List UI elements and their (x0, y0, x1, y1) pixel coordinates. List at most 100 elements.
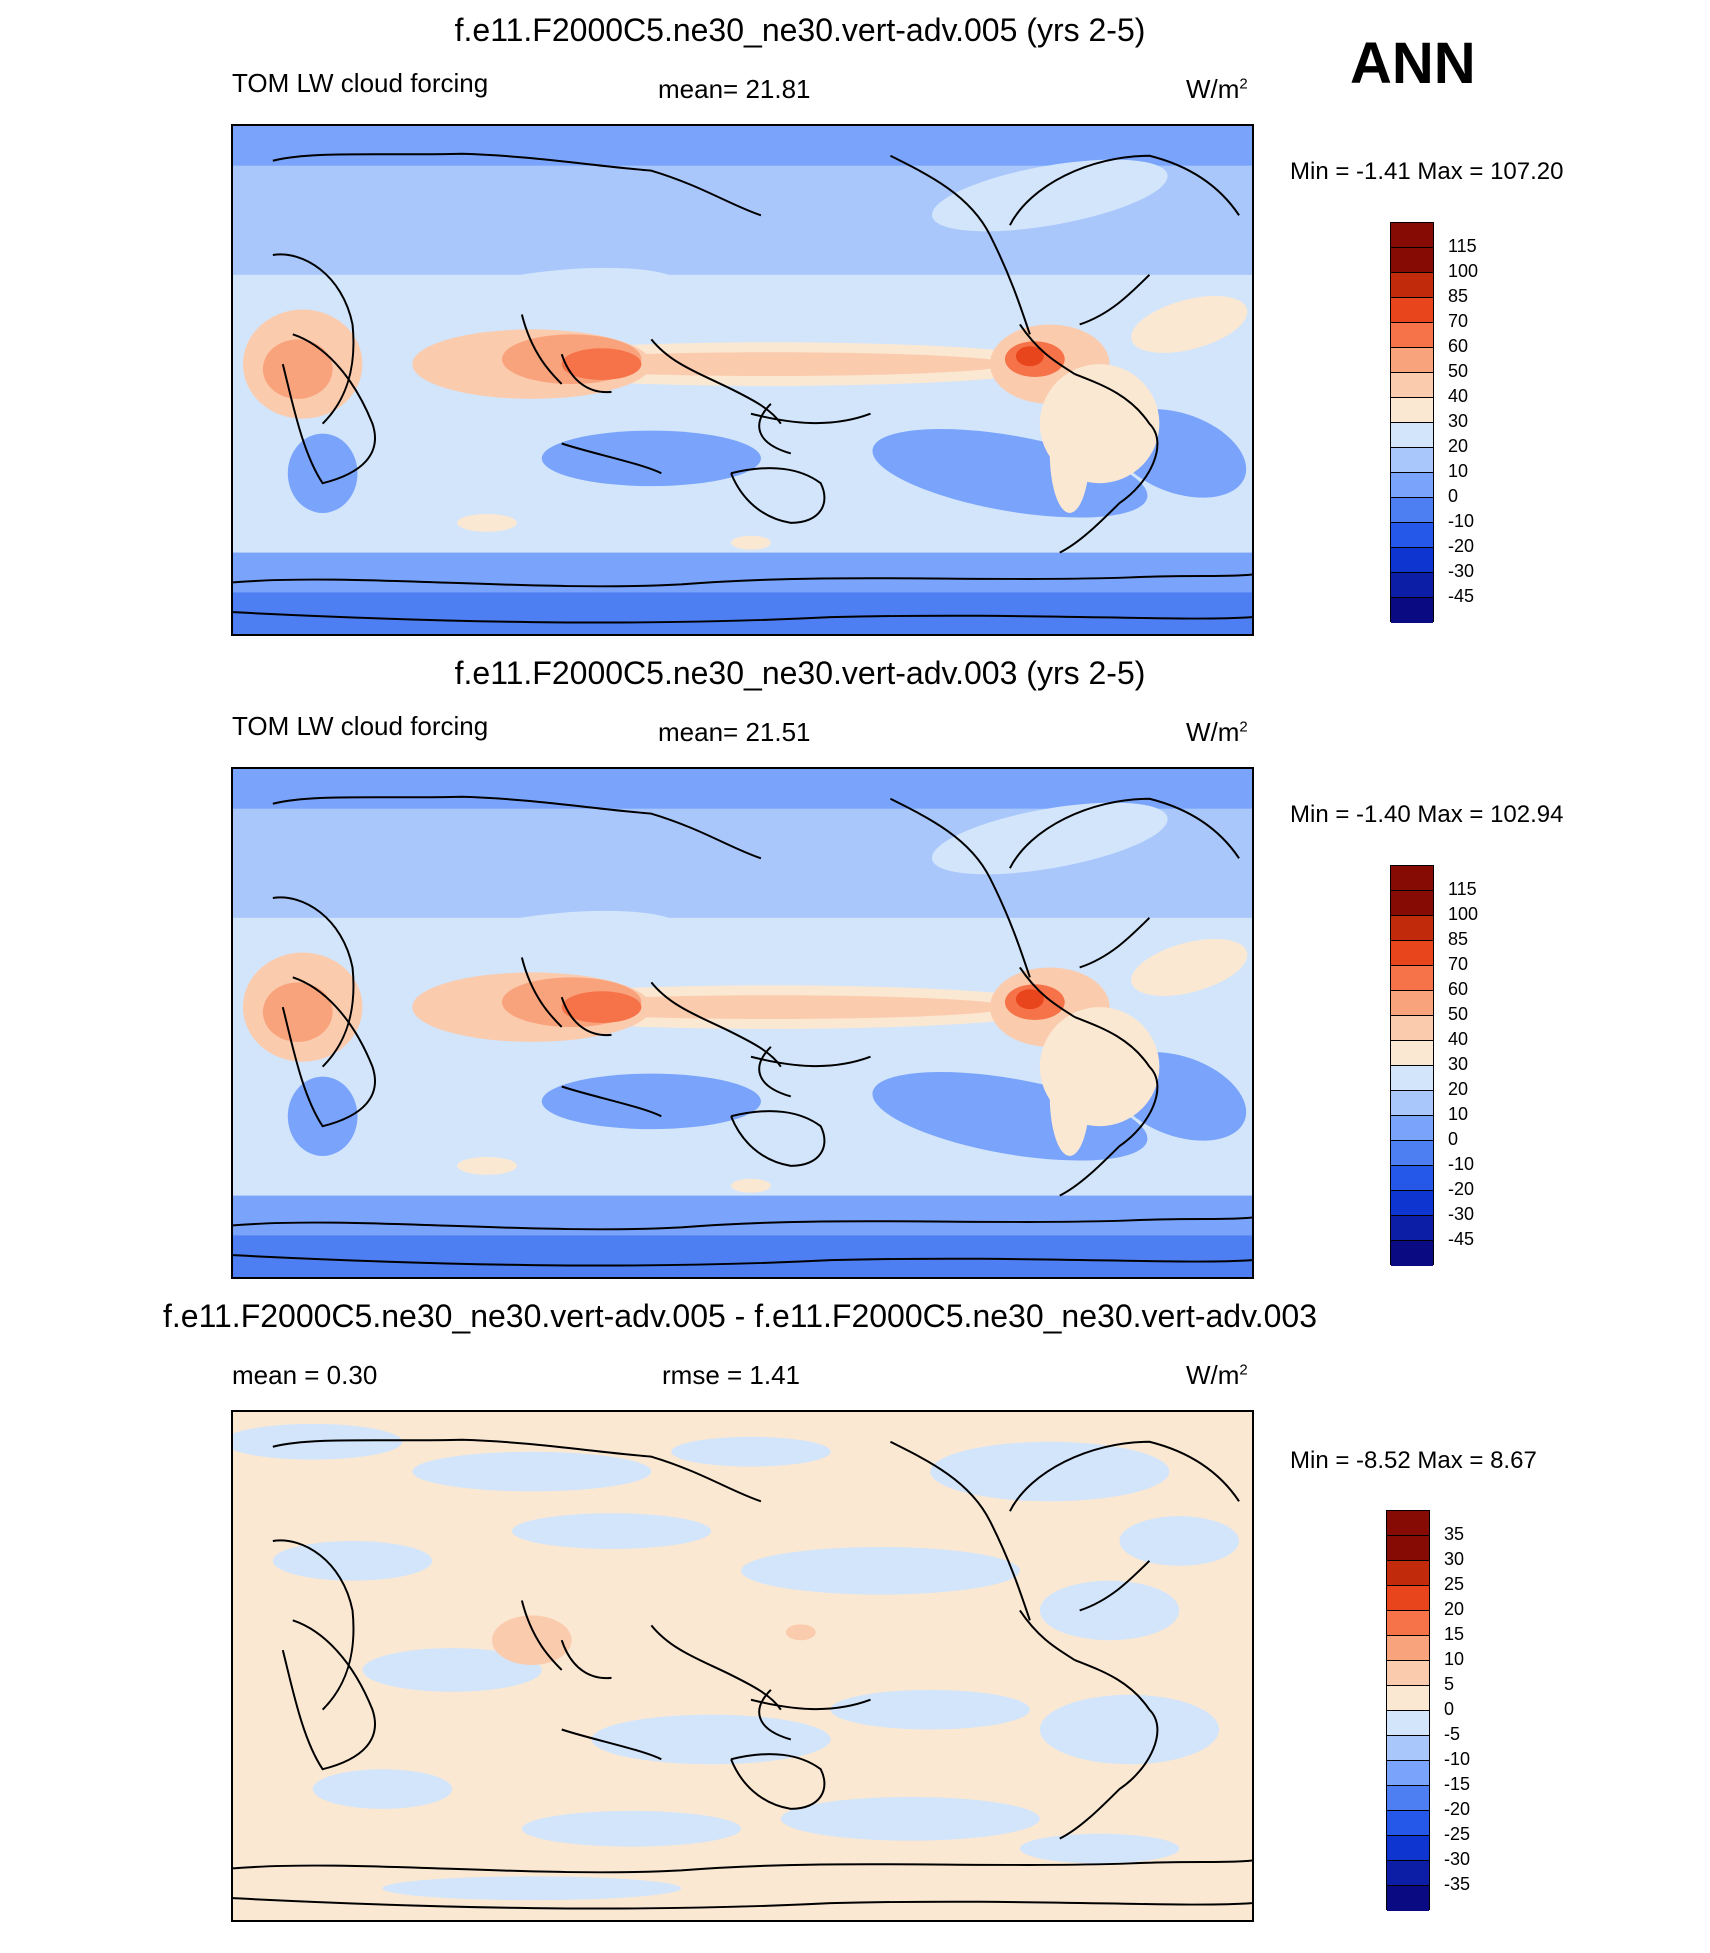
colorbar-swatch (1387, 1586, 1429, 1611)
colorbar-swatch (1391, 1041, 1433, 1066)
colorbar-tick-label: 100 (1448, 904, 1479, 924)
map-field (233, 126, 1252, 634)
colorbar-swatch (1387, 1611, 1429, 1636)
colorbar-tick-label: 35 (1444, 1524, 1465, 1544)
colorbar-tick-label: 25 (1444, 1574, 1465, 1594)
colorbar-swatch (1391, 1241, 1433, 1266)
contour-map (231, 124, 1254, 636)
colorbar-swatch (1391, 1066, 1433, 1091)
colorbar-tick-label: 40 (1448, 1029, 1469, 1049)
colorbar-swatch (1391, 1016, 1433, 1041)
colorbar-swatch (1387, 1761, 1429, 1786)
panel-title: f.e11.F2000C5.ne30_ne30.vert-adv.005 - f… (163, 1298, 1317, 1334)
colorbar-swatch (1387, 1811, 1429, 1836)
colorbar-swatch (1391, 273, 1433, 298)
colorbar-tick-label: 30 (1444, 1549, 1465, 1569)
colorbar-swatch (1391, 548, 1433, 573)
colorbar-swatch (1391, 991, 1433, 1016)
colorbar-tick-label: 0 (1444, 1699, 1455, 1719)
colorbar-swatch (1391, 298, 1433, 323)
colorbar-tick-label: -20 (1448, 1179, 1475, 1199)
colorbar-tick-label: -30 (1444, 1849, 1471, 1869)
colorbar-swatch (1391, 323, 1433, 348)
colorbar-tick-label: 20 (1448, 1079, 1469, 1099)
min-max-label: Min = -1.40 Max = 102.94 (1290, 801, 1564, 828)
colorbar-swatch (1391, 941, 1433, 966)
colorbar-swatch (1387, 1711, 1429, 1736)
colorbar-tick-label: -5 (1444, 1724, 1461, 1744)
colorbar-tick-label: -45 (1448, 1229, 1475, 1249)
colorbar-tick-label: -10 (1448, 1154, 1475, 1174)
map-field (233, 1412, 1252, 1920)
units-label: W/m2 (1186, 717, 1248, 747)
colorbar-swatch (1391, 398, 1433, 423)
colorbar-swatch (1387, 1886, 1429, 1911)
colorbar-swatch (1387, 1836, 1429, 1861)
colorbar-tick-label: 10 (1448, 461, 1469, 481)
contour-map (231, 767, 1254, 1279)
rmse-label: rmse = 1.41 (662, 1360, 801, 1390)
colorbar-swatch (1391, 1091, 1433, 1116)
colorbar-swatch (1387, 1636, 1429, 1661)
colorbar-swatch (1391, 373, 1433, 398)
min-max-label: Min = -1.41 Max = 107.20 (1290, 158, 1564, 185)
diff-mean-label: mean = 0.30 (232, 1360, 378, 1390)
colorbar-tick-label: 115 (1448, 236, 1477, 256)
colorbar-tick-label: -35 (1444, 1874, 1471, 1894)
colorbar-tick-label: -25 (1444, 1824, 1471, 1844)
colorbar-tick-label: 30 (1448, 1054, 1469, 1074)
variable-label: TOM LW cloud forcing (232, 711, 489, 741)
colorbar-tick-label: 20 (1444, 1599, 1465, 1619)
colorbar-tick-label: 15 (1444, 1624, 1465, 1644)
colorbar-tick-label: 60 (1448, 336, 1469, 356)
colorbar-swatch (1391, 498, 1433, 523)
colorbar-boxes (1390, 865, 1434, 1266)
colorbar-swatch (1387, 1536, 1429, 1561)
min-max-label: Min = -8.52 Max = 8.67 (1290, 1447, 1537, 1474)
map-field (233, 769, 1252, 1277)
colorbar-swatch (1391, 523, 1433, 548)
colorbar-tick-label: 0 (1448, 486, 1459, 506)
panel-title: f.e11.F2000C5.ne30_ne30.vert-adv.005 (yr… (454, 12, 1146, 48)
colorbar-swatch (1387, 1661, 1429, 1686)
units-label: W/m2 (1186, 1360, 1248, 1390)
colorbar-tick-label: 0 (1448, 1129, 1459, 1149)
colorbar-tick-label: -10 (1448, 511, 1475, 531)
units-label: W/m2 (1186, 74, 1248, 104)
colorbar-tick-label: 85 (1448, 286, 1469, 306)
colorbar-swatch (1391, 1141, 1433, 1166)
variable-label: TOM LW cloud forcing (232, 68, 489, 98)
mean-label: mean= 21.51 (658, 717, 811, 747)
colorbar-swatch (1387, 1686, 1429, 1711)
colorbar-tick-label: 85 (1448, 929, 1469, 949)
colorbar-swatch (1387, 1736, 1429, 1761)
colorbar-tick-label: -30 (1448, 561, 1475, 581)
colorbar-swatch (1391, 473, 1433, 498)
colorbar-tick-label: 60 (1448, 979, 1469, 999)
colorbar-swatch (1391, 1216, 1433, 1241)
colorbar-swatch (1391, 891, 1433, 916)
colorbar-swatch (1387, 1511, 1429, 1536)
colorbar-tick-label: 10 (1448, 1104, 1469, 1124)
colorbar-tick-label: -15 (1444, 1774, 1471, 1794)
colorbar-swatch (1391, 348, 1433, 373)
colorbar-tick-label: -10 (1444, 1749, 1471, 1769)
colorbar-tick-label: 50 (1448, 1004, 1469, 1024)
colorbar-swatch (1391, 573, 1433, 598)
colorbar-swatch (1391, 1116, 1433, 1141)
colorbar-boxes (1386, 1510, 1430, 1911)
colorbar-tick-label: 20 (1448, 436, 1469, 456)
colorbar-swatch (1387, 1861, 1429, 1886)
colorbar-tick-label: -30 (1448, 1204, 1475, 1224)
colorbar-tick-label: 50 (1448, 361, 1469, 381)
season-label: ANN (1350, 31, 1476, 96)
colorbar-swatch (1391, 1191, 1433, 1216)
colorbar-swatch (1391, 966, 1433, 991)
panel-title: f.e11.F2000C5.ne30_ne30.vert-adv.003 (yr… (454, 655, 1146, 691)
colorbar-swatch (1387, 1786, 1429, 1811)
colorbar-tick-label: 30 (1448, 411, 1469, 431)
colorbar-tick-label: 10 (1444, 1649, 1465, 1669)
colorbar-swatch (1387, 1561, 1429, 1586)
colorbar-swatch (1391, 248, 1433, 273)
colorbar-boxes (1390, 222, 1434, 623)
